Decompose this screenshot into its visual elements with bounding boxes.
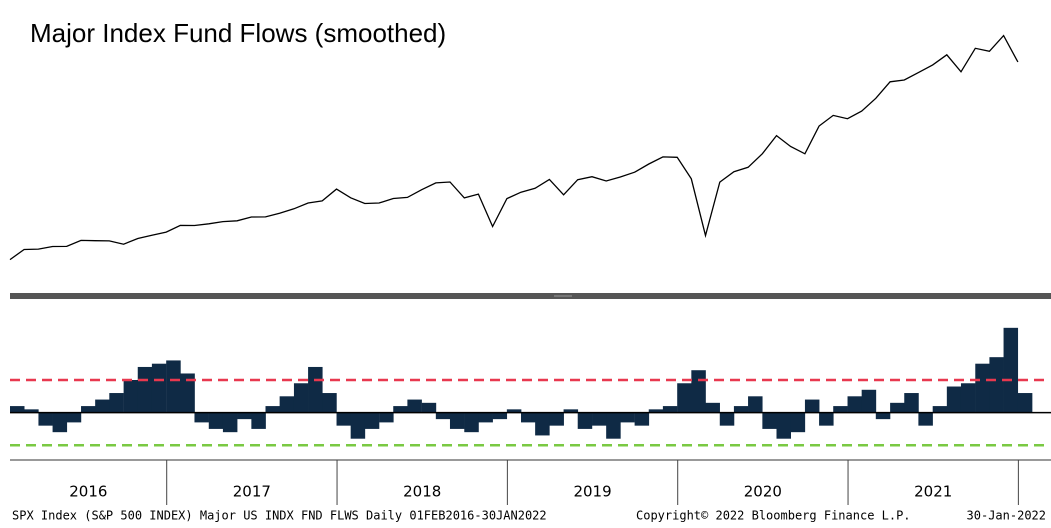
flow-bar — [265, 406, 280, 413]
flow-bar — [379, 412, 394, 423]
chart-title: Major Index Fund Flows (smoothed) — [30, 18, 446, 48]
flow-bar — [81, 406, 96, 413]
flow-bar — [733, 406, 749, 413]
flow-bar — [932, 406, 948, 413]
flow-bar — [478, 412, 493, 423]
footer-date: 30-Jan-2022 — [967, 509, 1046, 523]
flow-bar — [166, 360, 181, 413]
flow-bar — [123, 380, 139, 413]
flow-bar — [66, 412, 82, 423]
flow-bar — [705, 402, 720, 413]
footer-copyright: Copyright© 2022 Bloomberg Finance L.P. — [636, 509, 911, 523]
flow-bar — [24, 409, 39, 413]
flow-bar — [861, 389, 877, 413]
flow-bar — [1003, 327, 1019, 413]
flow-bar — [521, 412, 536, 423]
flow-bar — [393, 406, 408, 413]
x-tick-label: 2020 — [744, 483, 782, 501]
flow-bar — [308, 366, 323, 413]
flow-bar — [989, 357, 1004, 413]
flow-bar — [293, 383, 309, 413]
flow-bar — [634, 412, 650, 426]
flow-bar — [222, 412, 238, 433]
panel-separator — [10, 293, 1051, 299]
flow-bar — [847, 396, 863, 413]
x-tick-label: 2017 — [233, 483, 271, 501]
flow-bar — [563, 409, 579, 413]
flow-bar — [506, 409, 522, 413]
flow-bar — [322, 393, 337, 413]
flow-bar — [946, 386, 962, 413]
flow-bar — [790, 412, 806, 433]
flow-bar — [251, 412, 266, 429]
flow-bar — [1017, 393, 1033, 413]
flow-bar — [904, 393, 919, 413]
flow-bar — [719, 412, 735, 426]
flow-bar — [421, 402, 437, 413]
flow-bar — [38, 412, 53, 426]
flow-bar — [606, 412, 621, 439]
flow-bar — [137, 366, 153, 413]
flow-bar — [535, 412, 550, 436]
footer-description: SPX Index (S&P 500 INDEX) Major US INDX … — [12, 509, 547, 523]
flow-bar — [819, 412, 834, 426]
flow-bar — [109, 393, 124, 413]
x-tick-label: 2018 — [403, 483, 441, 501]
flow-bar — [492, 412, 508, 420]
flow-bar — [662, 406, 678, 413]
flow-bar — [435, 412, 451, 420]
flow-bar — [449, 412, 465, 429]
flow-bar — [364, 412, 380, 429]
flow-bar — [577, 412, 593, 429]
flow-bar — [350, 412, 366, 439]
flow-bar — [95, 399, 110, 413]
flow-bar — [748, 396, 763, 413]
flow-bar — [194, 412, 209, 423]
flow-bar — [691, 370, 706, 413]
x-tick-label: 2021 — [914, 483, 952, 501]
flow-bar — [10, 406, 25, 413]
flow-bar — [279, 396, 295, 413]
flow-bar — [833, 406, 848, 413]
flow-bar — [592, 412, 607, 426]
flow-bar — [151, 363, 167, 413]
flow-bar — [464, 412, 479, 433]
flow-bar — [975, 363, 990, 413]
x-tick-label: 2016 — [69, 483, 107, 501]
flow-bar — [776, 412, 791, 439]
price-line — [9, 34, 1019, 261]
flow-bar — [890, 402, 905, 413]
flow-bar — [52, 412, 68, 433]
flow-bar — [237, 412, 252, 420]
flow-bar — [336, 412, 352, 426]
flow-bar — [407, 399, 422, 413]
flow-bar — [180, 373, 195, 413]
flow-bar — [620, 412, 635, 423]
flow-bar — [549, 412, 564, 426]
flow-bar — [875, 412, 891, 420]
flow-bar — [677, 383, 692, 413]
x-tick-label: 2019 — [573, 483, 611, 501]
flow-bar — [648, 409, 664, 413]
flow-bar — [762, 412, 777, 429]
flow-bar — [208, 412, 224, 429]
flow-bar — [960, 383, 976, 413]
flow-bar — [804, 399, 820, 413]
flow-bar — [918, 412, 933, 426]
